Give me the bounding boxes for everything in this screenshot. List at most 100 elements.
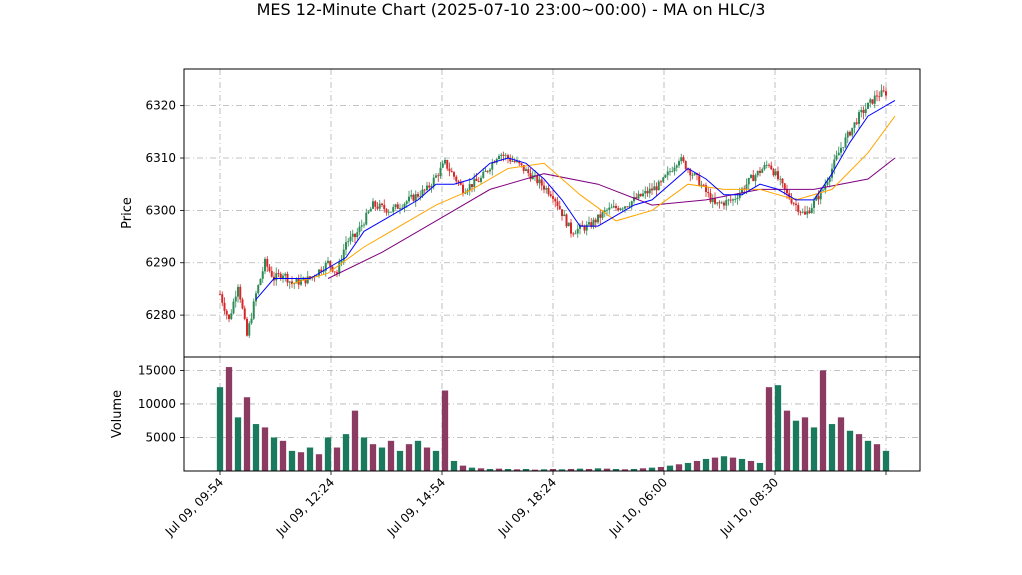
candle-body: [734, 199, 737, 200]
candle-body: [405, 201, 408, 204]
volume-bar: [864, 440, 872, 471]
candle-body: [426, 185, 428, 191]
candle-body: [243, 308, 246, 319]
candle-body: [565, 214, 568, 227]
volume-panel-frame: [183, 356, 921, 472]
candle-body: [752, 174, 755, 182]
volume-bar: [765, 387, 773, 471]
candle-body: [723, 202, 725, 206]
candle-body: [511, 160, 514, 162]
candle-body: [684, 161, 687, 170]
candle-body: [444, 160, 446, 164]
candle-body: [336, 272, 338, 274]
candle-body: [563, 214, 566, 217]
candle-body: [333, 271, 336, 273]
candle-body: [410, 194, 413, 197]
candle-body: [358, 226, 361, 233]
candle-body: [459, 182, 462, 185]
candle-body: [817, 196, 820, 200]
volume-bar: [288, 450, 296, 471]
candle-body: [376, 206, 379, 209]
candle-body: [707, 191, 710, 194]
volume-bar: [774, 385, 782, 471]
volume-bar: [594, 468, 602, 471]
candle-body: [500, 154, 503, 157]
volume-bar: [783, 410, 791, 471]
candle-body: [864, 108, 867, 113]
candle-body: [718, 202, 721, 204]
candle-body: [669, 171, 671, 173]
candle-body: [579, 224, 581, 229]
candle-body: [619, 208, 622, 211]
candle-body: [230, 313, 233, 320]
candle-body: [729, 199, 732, 201]
volume-bar: [846, 430, 854, 471]
candle-body: [754, 175, 757, 182]
candle-body: [536, 175, 539, 184]
volume-bar: [504, 468, 512, 471]
candle-body: [513, 160, 516, 162]
candle-body: [493, 162, 496, 164]
candle-body: [322, 270, 325, 272]
candle-body: [797, 205, 800, 212]
candle-body: [241, 299, 244, 309]
candle-body: [554, 198, 557, 202]
candle-body: [396, 204, 399, 209]
candle-body: [486, 170, 489, 172]
candle-body: [266, 258, 269, 267]
candle-body: [221, 294, 224, 303]
volume-bar: [567, 468, 575, 471]
candle-body: [340, 260, 343, 262]
candle-body: [642, 193, 644, 197]
volume-bar: [648, 467, 656, 471]
candle-body: [844, 137, 847, 148]
candle-body: [801, 211, 804, 213]
candle-body: [871, 99, 874, 104]
candle-body: [725, 200, 728, 206]
candle-body: [401, 207, 404, 209]
volume-bar: [225, 367, 233, 471]
volume-bar: [792, 420, 800, 471]
candle-body: [248, 323, 251, 336]
volume-bar: [540, 469, 548, 471]
candle-body: [277, 273, 280, 275]
volume-axis-label: Volume: [110, 390, 125, 438]
candle-body: [252, 301, 255, 319]
candle-body: [259, 278, 262, 286]
candle-body: [520, 163, 523, 166]
candle-body: [828, 177, 831, 182]
volume-bar: [657, 466, 665, 471]
candle-body: [534, 175, 536, 176]
candle-body: [693, 173, 696, 175]
volume-bar: [630, 468, 638, 471]
volume-bar: [720, 456, 728, 471]
volume-bar: [585, 468, 593, 471]
candle-body: [813, 200, 815, 208]
candle-body: [250, 318, 253, 324]
candle-body: [790, 198, 793, 204]
volume-bar: [810, 427, 818, 471]
candle-body: [783, 183, 786, 190]
ma-mid-line: [291, 115, 896, 285]
candle-body: [327, 260, 329, 263]
candle-body: [417, 194, 419, 197]
candle-body: [709, 193, 712, 202]
volume-bar: [666, 465, 674, 471]
volume-bar: [549, 468, 557, 471]
candle-body: [390, 211, 392, 213]
candle-body: [851, 127, 854, 136]
candle-body: [383, 204, 386, 210]
volume-bar: [423, 447, 431, 471]
candle-body: [774, 171, 777, 176]
candle-body: [621, 208, 624, 210]
candle-body: [475, 178, 478, 181]
candle-body: [279, 273, 282, 279]
candle-body: [590, 222, 593, 227]
candle-body: [567, 222, 570, 227]
candle-body: [628, 205, 631, 207]
candle-body: [741, 188, 743, 193]
volume-bar: [675, 464, 683, 471]
candle-body: [876, 95, 878, 97]
candle-body: [678, 161, 680, 166]
x-tick-label: Jul 10, 08:30: [717, 475, 781, 539]
